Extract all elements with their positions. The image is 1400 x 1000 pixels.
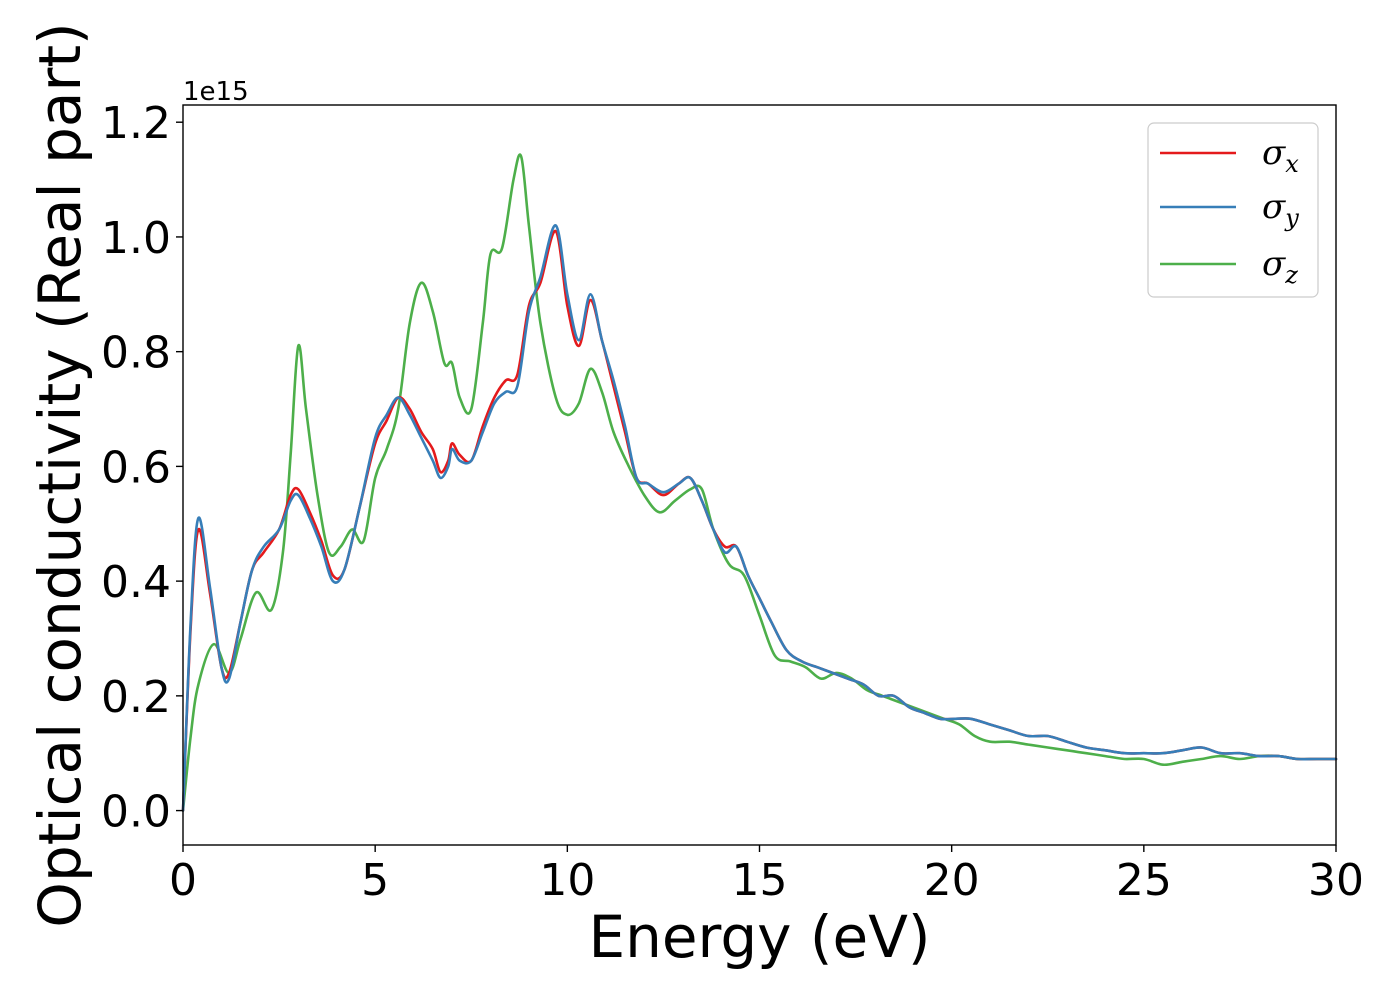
x-tick-label: 30	[1308, 855, 1364, 906]
x-tick-label: 20	[924, 855, 980, 906]
x-tick-label: 5	[361, 855, 389, 906]
series-line-y	[181, 224, 1338, 812]
y-axis-ticks: 0.0 0.2 0.4 0.6 0.8 1.0 1.2	[101, 98, 183, 838]
y-offset-label: 1e15	[183, 77, 249, 107]
y-tick-label: 0.2	[101, 672, 171, 723]
legend-label-y: σy	[1262, 187, 1299, 232]
y-tick-label: 0.0	[101, 787, 171, 838]
x-axis-label: Energy (eV)	[588, 903, 930, 971]
x-tick-label: 10	[539, 855, 595, 906]
x-tick-label: 25	[1116, 855, 1172, 906]
x-axis-ticks: 0 5 10 15 20 25 30	[169, 845, 1364, 906]
x-tick-label: 15	[732, 855, 788, 906]
y-axis-label: Optical conductivity (Real part)	[26, 22, 94, 927]
y-tick-label: 1.2	[101, 98, 171, 149]
y-tick-label: 0.4	[101, 557, 171, 608]
series-lines	[181, 153, 1338, 812]
x-tick-label: 0	[169, 855, 197, 906]
legend: σx σy σz	[1147, 122, 1319, 298]
y-tick-label: 0.8	[101, 328, 171, 379]
legend-box	[1147, 122, 1319, 298]
series-line-z	[181, 153, 1338, 812]
y-tick-label: 0.6	[101, 442, 171, 493]
legend-label-z: σz	[1262, 244, 1298, 289]
y-tick-label: 1.0	[101, 213, 171, 264]
legend-label-x: σx	[1262, 133, 1299, 178]
